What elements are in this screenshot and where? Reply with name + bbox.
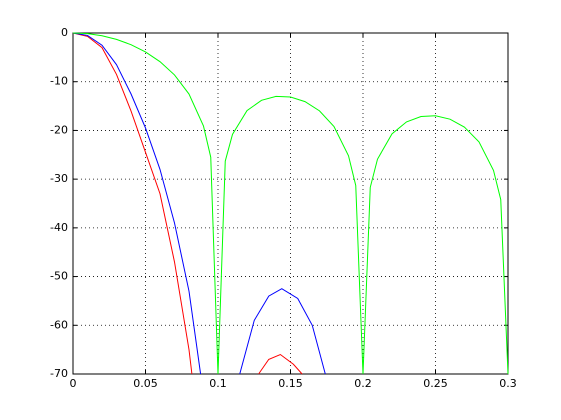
x-tick-label: 0.15	[278, 377, 303, 390]
y-tick-label: -70	[50, 367, 68, 380]
series-line	[72, 32, 509, 375]
x-tick-label: 0.05	[133, 377, 158, 390]
x-tick-label: 0	[70, 377, 77, 390]
y-tick-label: -30	[50, 172, 68, 185]
x-tick-label: 0.1	[209, 377, 227, 390]
y-tick-label: -40	[50, 221, 68, 234]
y-tick-label: -10	[50, 75, 68, 88]
y-tick-label: 0	[61, 26, 68, 39]
x-tick-label: 0.3	[499, 377, 517, 390]
y-tick-label: -60	[50, 318, 68, 331]
plot-frame	[72, 32, 509, 375]
x-tick-label: 0.25	[423, 377, 448, 390]
x-tick-label: 0.2	[354, 377, 372, 390]
y-tick-label: -50	[50, 270, 68, 283]
series-line	[72, 32, 303, 375]
y-tick-label: -20	[50, 123, 68, 136]
series-line	[72, 32, 326, 375]
